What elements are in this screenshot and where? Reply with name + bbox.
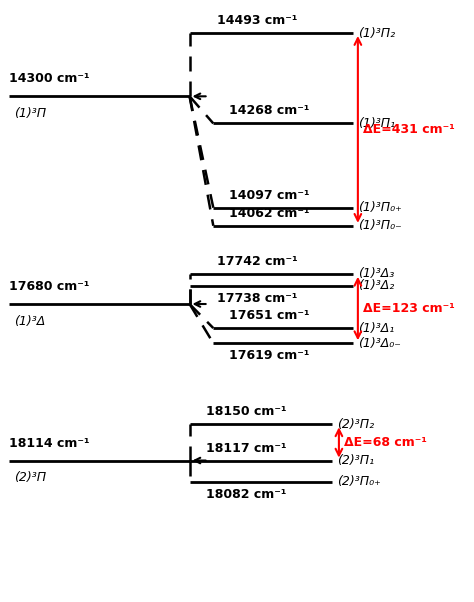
Text: 17619 cm⁻¹: 17619 cm⁻¹	[229, 349, 309, 362]
Text: (1)³Π₀₋: (1)³Π₀₋	[358, 219, 401, 232]
Text: 17742 cm⁻¹: 17742 cm⁻¹	[217, 255, 298, 268]
Text: 18117 cm⁻¹: 18117 cm⁻¹	[206, 441, 287, 455]
Text: (1)³Δ₀₋: (1)³Δ₀₋	[358, 337, 401, 350]
Text: (1)³Δ₃: (1)³Δ₃	[358, 267, 394, 281]
Text: 18114 cm⁻¹: 18114 cm⁻¹	[9, 436, 90, 450]
Text: 14268 cm⁻¹: 14268 cm⁻¹	[229, 104, 309, 117]
Text: (2)³Π₀₊: (2)³Π₀₊	[337, 475, 380, 488]
Text: (1)³Π₁: (1)³Π₁	[358, 117, 395, 130]
Text: 14300 cm⁻¹: 14300 cm⁻¹	[9, 72, 90, 85]
Text: 18082 cm⁻¹: 18082 cm⁻¹	[206, 488, 287, 501]
Text: 17680 cm⁻¹: 17680 cm⁻¹	[9, 280, 90, 293]
Text: (1)³Π₀₊: (1)³Π₀₊	[358, 201, 401, 214]
Text: (1)³Π₂: (1)³Π₂	[358, 26, 395, 40]
Text: 18150 cm⁻¹: 18150 cm⁻¹	[206, 405, 287, 418]
Text: (2)³Π₂: (2)³Π₂	[337, 418, 374, 431]
Text: ΔE=123 cm⁻¹: ΔE=123 cm⁻¹	[363, 302, 455, 315]
Text: (1)³Π: (1)³Π	[14, 107, 46, 120]
Text: (1)³Δ: (1)³Δ	[14, 315, 46, 328]
Text: (1)³Δ₁: (1)³Δ₁	[358, 321, 394, 335]
Text: 17651 cm⁻¹: 17651 cm⁻¹	[229, 309, 309, 322]
Text: (1)³Δ₂: (1)³Δ₂	[358, 279, 394, 293]
Text: ΔE=68 cm⁻¹: ΔE=68 cm⁻¹	[344, 436, 427, 449]
Text: 14097 cm⁻¹: 14097 cm⁻¹	[229, 188, 309, 202]
Text: 14062 cm⁻¹: 14062 cm⁻¹	[229, 206, 309, 220]
Text: 14493 cm⁻¹: 14493 cm⁻¹	[217, 14, 297, 27]
Text: (2)³Π: (2)³Π	[14, 471, 46, 485]
Text: ΔE=431 cm⁻¹: ΔE=431 cm⁻¹	[363, 123, 455, 136]
Text: 17738 cm⁻¹: 17738 cm⁻¹	[217, 292, 297, 305]
Text: (2)³Π₁: (2)³Π₁	[337, 454, 374, 467]
